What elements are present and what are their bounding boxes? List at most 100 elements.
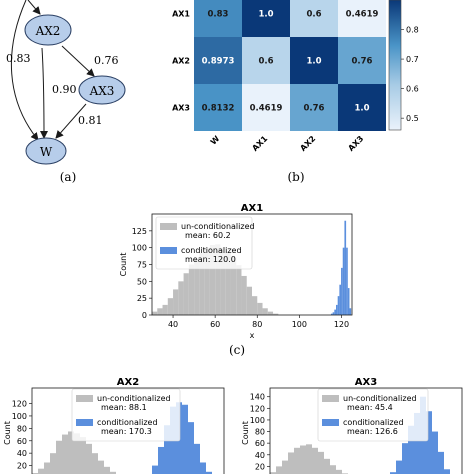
y-tick-label: 40 [255,451,265,460]
bar-unconditionalized [86,443,92,474]
bar-unconditionalized [194,259,200,315]
legend-swatch [322,419,339,426]
y-tick-label: 80 [255,428,265,437]
bar-unconditionalized [50,453,56,474]
bar-unconditionalized [318,451,324,474]
bar-unconditionalized [167,298,174,315]
x-tick-label: 60 [210,320,220,329]
x-tick-label: 100 [292,320,307,329]
bar-unconditionalized [336,469,342,474]
plot-frame [269,387,463,474]
edge-label-ax3-w: 0.81 [78,114,103,127]
heatmap-column-label: AX2 [298,134,317,153]
heatmap-cell-label: 1.0 [306,57,321,67]
heatmap-cell [338,84,386,131]
bar-unconditionalized [209,244,216,315]
heatmap-cell-label: 0.76 [352,57,373,67]
heatmap-cell-label: 0.8132 [202,104,235,114]
y-axis-label: Count [3,421,12,445]
y-tick-label: 100 [12,412,27,421]
heatmap-cell-label: 0.4619 [346,10,379,20]
bar-unconditionalized [68,431,74,474]
y-tick-label: 40 [17,449,27,458]
y-tick-label: 100 [132,244,147,253]
bar-conditionalized [158,446,164,474]
bar-unconditionalized [300,445,306,474]
heatmap-column-label: W [209,134,222,147]
y-tick-label: 50 [137,277,147,286]
bar-unconditionalized [252,296,258,315]
bar-conditionalized [337,296,340,315]
bar-unconditionalized [157,308,163,315]
bar-unconditionalized [220,247,226,315]
node-ax3 [78,75,126,105]
edge-ax1-ax2 [27,0,41,15]
bar-conditionalized [342,247,345,315]
heatmap-cell-label: 0.6 [258,57,273,67]
y-axis-label: Count [119,253,128,277]
legend-label: un-conditionalized [181,222,255,231]
heatmap-cell-label: 0.4619 [250,104,283,114]
bar-unconditionalized [188,264,195,315]
bar-unconditionalized [282,460,288,474]
legend-sublabel: mean: 120.0 [185,255,236,264]
colorbar-tick-label: 0.6 [406,85,419,94]
legend-swatch [76,419,93,426]
bar-unconditionalized [262,308,268,315]
colorbar-tick-label: 0.5 [406,114,419,123]
legend-swatch [160,223,177,230]
heatmap-cell [194,0,242,37]
bar-unconditionalized [246,286,252,315]
bar-unconditionalized [98,460,104,474]
y-tick-label: 120 [250,404,265,413]
bar-unconditionalized [178,281,184,315]
bar-conditionalized [426,411,432,474]
heatmap-cell [194,84,242,131]
heatmap-row-label: AX2 [172,57,190,66]
caption-c: (c) [229,343,245,357]
legend-box [71,388,181,442]
bar-unconditionalized [38,468,44,474]
histogram-ax3-panel: AX3020406080100120140Countun-conditional… [241,377,463,474]
heatmap-cell [338,0,386,37]
node-ax2-label: AX2 [35,24,61,38]
edge-ax1-w [10,0,39,141]
bar-unconditionalized [294,447,300,474]
bar-unconditionalized [306,444,312,474]
colorbar-tick-label: 0.8 [406,26,419,35]
x-axis-label: x [250,331,255,340]
legend-label: conditionalized [181,246,242,255]
bar-conditionalized [341,267,343,315]
y-tick-label: 100 [250,416,265,425]
heatmap-row-label: AX3 [172,104,190,113]
bar-conditionalized [332,312,335,315]
histogram-title: AX2 [117,377,139,388]
y-axis-label: Count [241,421,250,445]
bar-unconditionalized [44,462,50,474]
node-ax3-label: AX3 [89,84,115,98]
bar-conditionalized [206,471,212,474]
bar-conditionalized [402,443,408,474]
heatmap-cell-labels: 0.83 1.0 0.6 0.4619 0.8973 0.6 1.0 0.76 0.8132 0.… [202,10,379,114]
bar-conditionalized [390,472,396,474]
heatmap-cell-label: 1.0 [354,104,369,114]
heatmap-cell-label: 0.83 [208,10,229,20]
bar-unconditionalized [56,440,62,474]
y-tick-label: 60 [17,437,27,446]
bar-conditionalized [200,462,206,474]
bar-unconditionalized [236,265,242,315]
histogram-ax1-panel: AX1 0 25 50 75 100 125 40 60 80 100 120 Count x un-con… [119,203,353,340]
heatmap-cell-label: 0.6 [306,10,321,20]
bar-unconditionalized [162,304,168,315]
edge-ax2-w [39,47,48,139]
colorbar [388,0,402,131]
edge-ax3-w [55,103,87,139]
bar-unconditionalized [92,453,98,474]
edge-label-ax2-w: 0.90 [52,83,77,96]
heatmap-column-labels: W AX1 AX2 AX3 [209,134,366,153]
heatmap-cell [242,0,290,37]
bar-conditionalized [396,460,402,474]
heatmap-cell-label: 0.8973 [202,57,235,67]
